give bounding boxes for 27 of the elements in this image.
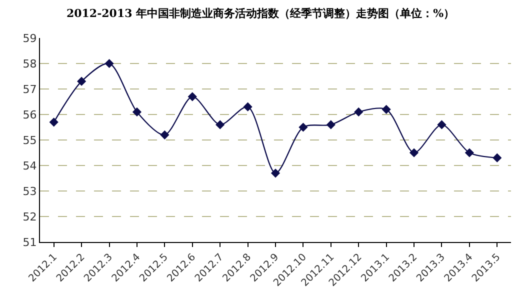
y-tick-label: 51 xyxy=(22,236,37,249)
point xyxy=(188,92,197,102)
point xyxy=(270,168,280,178)
point xyxy=(160,130,170,140)
point xyxy=(77,76,86,86)
point xyxy=(354,107,364,116)
point xyxy=(492,153,502,162)
y-tick-label: 58 xyxy=(22,57,37,70)
y-tick-label: 52 xyxy=(22,210,37,224)
y-tick-label: 59 xyxy=(22,32,37,45)
point xyxy=(437,120,446,130)
y-tick-label: 55 xyxy=(22,134,37,147)
point xyxy=(216,120,225,130)
point xyxy=(409,148,419,158)
point xyxy=(49,118,58,127)
y-tick-label: 57 xyxy=(22,82,37,96)
point xyxy=(132,107,142,116)
point xyxy=(382,104,391,114)
y-tick-label: 56 xyxy=(22,108,37,122)
point xyxy=(104,58,114,68)
y-tick-label: 54 xyxy=(22,159,37,172)
point xyxy=(243,102,252,112)
point xyxy=(464,148,474,158)
y-tick-label: 53 xyxy=(22,184,37,198)
chart-title: 2012-2013 年中国非制造业商务活动指数（经季节调整）走势图（单位：%） xyxy=(66,6,455,20)
point xyxy=(298,122,308,132)
point xyxy=(326,120,336,130)
